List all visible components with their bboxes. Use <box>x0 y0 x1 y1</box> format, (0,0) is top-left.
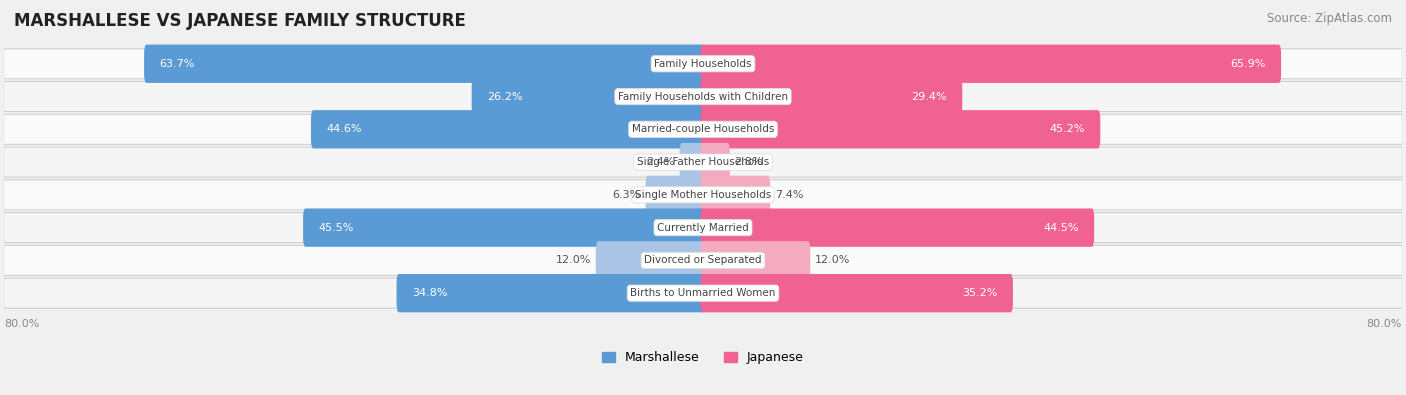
Text: 45.2%: 45.2% <box>1049 124 1085 134</box>
Text: 80.0%: 80.0% <box>1367 318 1402 329</box>
Text: Divorced or Separated: Divorced or Separated <box>644 256 762 265</box>
Text: 45.5%: 45.5% <box>319 223 354 233</box>
Text: 44.6%: 44.6% <box>326 124 361 134</box>
FancyBboxPatch shape <box>4 114 1402 144</box>
Text: 65.9%: 65.9% <box>1230 59 1265 69</box>
Text: Single Mother Households: Single Mother Households <box>636 190 770 200</box>
FancyBboxPatch shape <box>679 143 706 181</box>
Text: 2.8%: 2.8% <box>734 157 763 167</box>
Text: 7.4%: 7.4% <box>775 190 803 200</box>
FancyBboxPatch shape <box>4 278 1402 308</box>
Text: 26.2%: 26.2% <box>488 92 523 102</box>
FancyBboxPatch shape <box>700 274 1012 312</box>
Text: 2.4%: 2.4% <box>647 157 675 167</box>
Text: Source: ZipAtlas.com: Source: ZipAtlas.com <box>1267 12 1392 25</box>
FancyBboxPatch shape <box>471 77 706 116</box>
Text: Births to Unmarried Women: Births to Unmarried Women <box>630 288 776 298</box>
Text: Single Father Households: Single Father Households <box>637 157 769 167</box>
Text: 6.3%: 6.3% <box>613 190 641 200</box>
Text: 34.8%: 34.8% <box>412 288 447 298</box>
FancyBboxPatch shape <box>143 45 706 83</box>
Text: MARSHALLESE VS JAPANESE FAMILY STRUCTURE: MARSHALLESE VS JAPANESE FAMILY STRUCTURE <box>14 12 465 30</box>
Legend: Marshallese, Japanese: Marshallese, Japanese <box>598 346 808 369</box>
Text: 44.5%: 44.5% <box>1043 223 1078 233</box>
FancyBboxPatch shape <box>4 49 1402 79</box>
Text: 12.0%: 12.0% <box>815 256 851 265</box>
FancyBboxPatch shape <box>700 143 730 181</box>
FancyBboxPatch shape <box>311 110 706 149</box>
Text: Family Households with Children: Family Households with Children <box>619 92 787 102</box>
FancyBboxPatch shape <box>700 77 962 116</box>
FancyBboxPatch shape <box>4 180 1402 210</box>
FancyBboxPatch shape <box>700 241 810 280</box>
FancyBboxPatch shape <box>396 274 706 312</box>
FancyBboxPatch shape <box>596 241 706 280</box>
Text: Married-couple Households: Married-couple Households <box>631 124 775 134</box>
FancyBboxPatch shape <box>4 147 1402 177</box>
Text: 29.4%: 29.4% <box>911 92 946 102</box>
FancyBboxPatch shape <box>304 209 706 247</box>
FancyBboxPatch shape <box>4 81 1402 111</box>
Text: Currently Married: Currently Married <box>657 223 749 233</box>
FancyBboxPatch shape <box>700 110 1101 149</box>
Text: 80.0%: 80.0% <box>4 318 39 329</box>
FancyBboxPatch shape <box>700 45 1281 83</box>
FancyBboxPatch shape <box>700 209 1094 247</box>
FancyBboxPatch shape <box>4 245 1402 275</box>
FancyBboxPatch shape <box>700 176 770 214</box>
Text: 35.2%: 35.2% <box>962 288 997 298</box>
Text: 63.7%: 63.7% <box>160 59 195 69</box>
Text: Family Households: Family Households <box>654 59 752 69</box>
Text: 12.0%: 12.0% <box>555 256 591 265</box>
FancyBboxPatch shape <box>645 176 706 214</box>
FancyBboxPatch shape <box>4 213 1402 243</box>
